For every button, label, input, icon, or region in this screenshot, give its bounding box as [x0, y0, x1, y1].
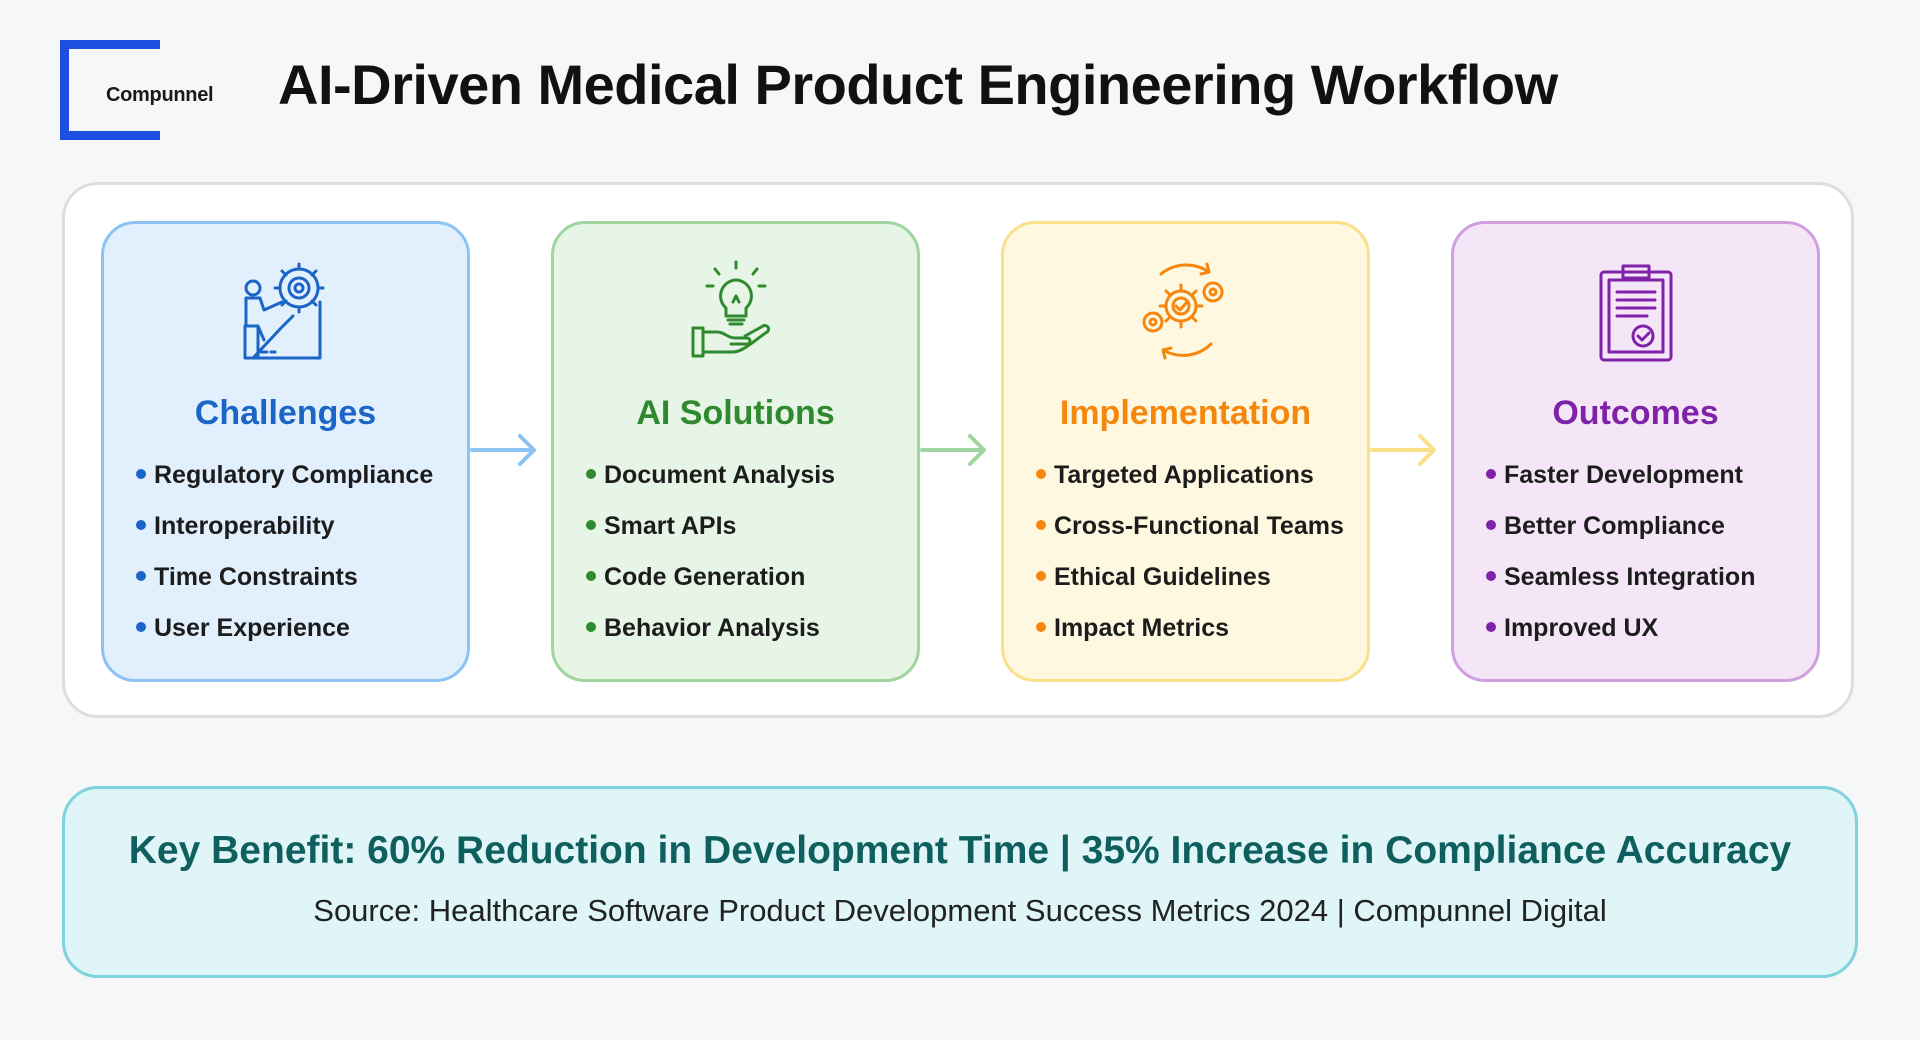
stage-challenges: Challenges Regulatory Compliance Interop…: [101, 221, 470, 682]
list-item: Better Compliance: [1486, 511, 1755, 562]
bullet-icon: [1486, 469, 1496, 480]
stage-title: Challenges: [194, 394, 377, 432]
list-item: Interoperability: [136, 511, 433, 562]
bullet-icon: [136, 520, 146, 531]
page-title: AI-Driven Medical Product Engineering Wo…: [278, 53, 1558, 116]
list-item-label: User Experience: [154, 614, 350, 642]
list-item: Ethical Guidelines: [1036, 562, 1344, 613]
list-item: Time Constraints: [136, 562, 433, 613]
stage-ai-solutions: AI Solutions Document Analysis Smart API…: [551, 221, 920, 682]
list-item-label: Targeted Applications: [1054, 461, 1314, 489]
bullet-icon: [586, 622, 596, 633]
stage-outcomes: Outcomes Faster Development Better Compl…: [1451, 221, 1820, 682]
list-item-label: Interoperability: [154, 512, 335, 540]
list-item: Faster Development: [1486, 460, 1755, 511]
list-item-label: Seamless Integration: [1504, 563, 1756, 591]
source-citation: Source: Healthcare Software Product Deve…: [313, 893, 1607, 928]
bullet-icon: [1036, 469, 1046, 480]
list-item: Targeted Applications: [1036, 460, 1344, 511]
list-item-label: Smart APIs: [604, 512, 737, 540]
bullet-icon: [136, 571, 146, 582]
list-item-label: Ethical Guidelines: [1054, 563, 1271, 591]
bullet-icon: [136, 469, 146, 480]
stage-title: Implementation: [1059, 394, 1312, 432]
list-item-label: Regulatory Compliance: [154, 461, 434, 489]
stage-item-list: Document Analysis Smart APIs Code Genera…: [586, 460, 835, 664]
bullet-icon: [136, 622, 146, 633]
key-benefit-panel: Key Benefit: 60% Reduction in Developmen…: [62, 786, 1858, 978]
list-item-label: Code Generation: [604, 563, 806, 591]
bullet-icon: [586, 520, 596, 531]
bullet-icon: [1036, 622, 1046, 633]
bullet-icon: [1036, 520, 1046, 531]
list-item: Code Generation: [586, 562, 835, 613]
engineer-gear-icon: [243, 262, 324, 360]
list-item: Impact Metrics: [1036, 613, 1344, 664]
arrow-icon: [1370, 434, 1436, 466]
stage-item-list: Faster Development Better Compliance Sea…: [1486, 460, 1755, 664]
list-item-label: Cross-Functional Teams: [1054, 512, 1344, 540]
list-item: Improved UX: [1486, 613, 1755, 664]
gears-cycle-icon: [1142, 262, 1223, 360]
bullet-icon: [1036, 571, 1046, 582]
stage-item-list: Regulatory Compliance Interoperability T…: [136, 460, 433, 664]
list-item-label: Time Constraints: [154, 563, 358, 591]
list-item: Smart APIs: [586, 511, 835, 562]
arrow-icon: [920, 434, 986, 466]
stage-item-list: Targeted Applications Cross-Functional T…: [1036, 460, 1344, 664]
list-item: Cross-Functional Teams: [1036, 511, 1344, 562]
list-item-label: Faster Development: [1504, 461, 1743, 489]
stage-title: Outcomes: [1552, 394, 1719, 432]
stage-implementation: Implementation Targeted Applications Cro…: [1001, 221, 1370, 682]
brand-logo: Compunnel: [60, 40, 214, 140]
list-item: Regulatory Compliance: [136, 460, 433, 511]
bullet-icon: [1486, 520, 1496, 531]
list-item-label: Improved UX: [1504, 614, 1659, 642]
bullet-icon: [1486, 622, 1496, 633]
list-item-label: Impact Metrics: [1054, 614, 1230, 642]
bullet-icon: [586, 469, 596, 480]
list-item-label: Better Compliance: [1504, 512, 1725, 540]
bullet-icon: [586, 571, 596, 582]
list-item: User Experience: [136, 613, 433, 664]
brand-name: Compunnel: [106, 84, 214, 106]
arrow-icon: [470, 434, 536, 466]
clipboard-check-icon: [1599, 264, 1672, 362]
list-item-label: Document Analysis: [604, 461, 836, 489]
key-benefit-text: Key Benefit: 60% Reduction in Developmen…: [128, 829, 1792, 872]
list-item-label: Behavior Analysis: [604, 614, 820, 642]
bullet-icon: [1486, 571, 1496, 582]
list-item: Document Analysis: [586, 460, 835, 511]
stage-title: AI Solutions: [636, 394, 835, 432]
list-item: Seamless Integration: [1486, 562, 1755, 613]
list-item: Behavior Analysis: [586, 613, 835, 664]
lightbulb-hand-icon: [691, 260, 770, 358]
